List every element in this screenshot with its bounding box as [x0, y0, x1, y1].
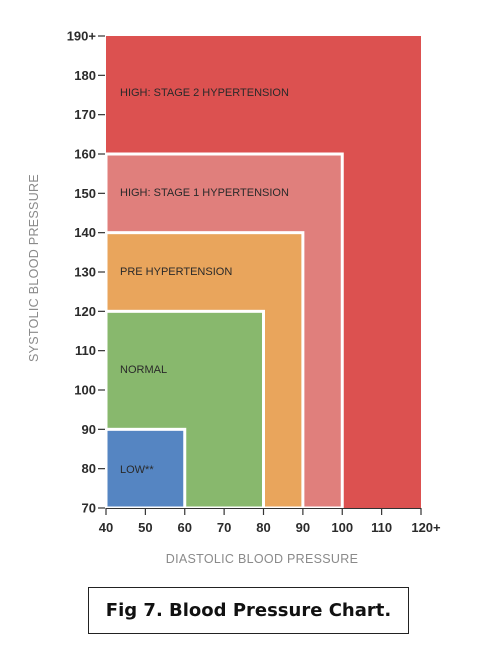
zone-label-high-stage-2-hypertension: HIGH: STAGE 2 HYPERTENSION — [120, 87, 289, 99]
x-axis-title: DIASTOLIC BLOOD PRESSURE — [166, 552, 358, 566]
y-tick-label: 100 — [74, 383, 96, 398]
y-tick-label: 110 — [75, 343, 96, 358]
y-tick-label: 170 — [74, 107, 96, 122]
x-tick-label: 120+ — [411, 520, 441, 535]
y-tick-label: 150 — [74, 186, 96, 201]
x-tick-label: 110 — [371, 520, 392, 535]
x-tick-label: 80 — [256, 520, 270, 535]
zone-label-layer: HIGH: STAGE 2 HYPERTENSION HIGH: STAGE 1 … — [120, 87, 289, 476]
y-tick-label: 120 — [74, 304, 96, 319]
x-tick-label: 100 — [331, 520, 353, 535]
y-tick-label: 130 — [74, 265, 96, 280]
x-tick-label: 90 — [296, 520, 310, 535]
zone-label-high-stage-1-hypertension: HIGH: STAGE 1 HYPERTENSION — [120, 187, 289, 199]
zone-label-low: LOW** — [120, 464, 154, 476]
zone-layer — [104, 36, 421, 510]
y-tick-label: 160 — [74, 147, 96, 162]
y-axis-title: SYSTOLIC BLOOD PRESSURE — [27, 174, 41, 362]
y-tick-label: 140 — [74, 225, 96, 240]
zone-label-pre-hypertension: PRE HYPERTENSION — [120, 266, 232, 278]
y-tick-label: 70 — [82, 501, 96, 516]
zone-label-normal: NORMAL — [120, 364, 167, 376]
x-tick-label: 50 — [138, 520, 152, 535]
y-tick-label: 180 — [74, 68, 96, 83]
figure-caption: Fig 7. Blood Pressure Chart. — [88, 587, 409, 634]
y-tick-label: 80 — [82, 461, 96, 476]
y-tick-label: 190+ — [67, 29, 97, 44]
blood-pressure-chart: HIGH: STAGE 2 HYPERTENSION HIGH: STAGE 1 … — [27, 29, 441, 567]
x-tick-label: 40 — [99, 520, 113, 535]
x-tick-label: 70 — [217, 520, 231, 535]
y-tick-label: 90 — [82, 422, 96, 437]
x-tick-label: 60 — [178, 520, 192, 535]
axes-layer: 70 80 90 100 110 120 130 140 150 160 170 180 190+ 40 5… — [67, 29, 441, 536]
